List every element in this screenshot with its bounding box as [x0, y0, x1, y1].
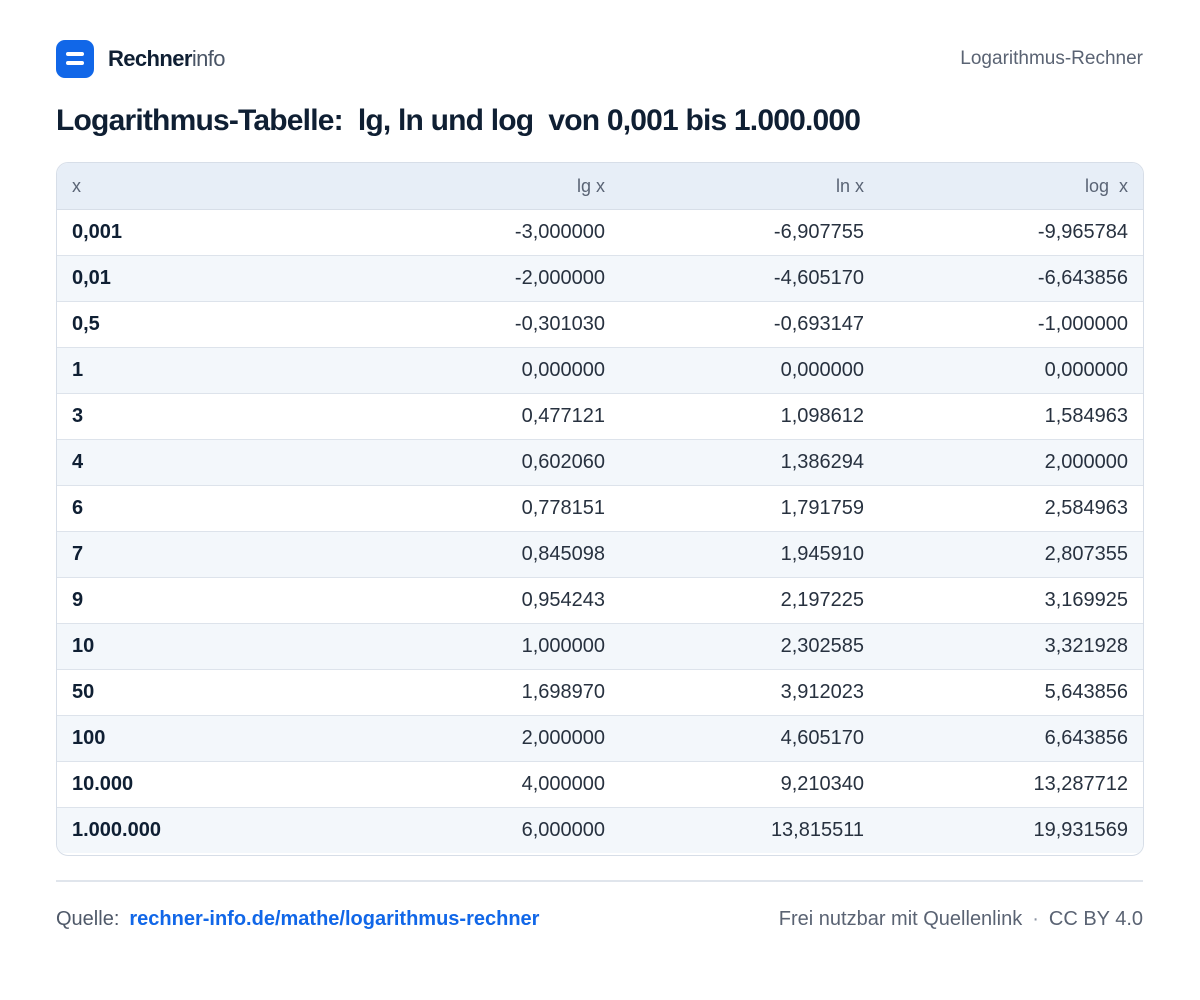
- table-row: 50 1,698970 3,912023 5,643856: [57, 669, 1143, 716]
- log-value-cell: 2,302585: [620, 623, 879, 670]
- logo-icon: [56, 40, 94, 78]
- source-link[interactable]: rechner-info.de/mathe/logarithmus-rechne…: [129, 907, 540, 930]
- site-header: Rechnerinfo Logarithmus-Rechner: [56, 40, 1143, 78]
- log-value-cell: -0,301030: [353, 301, 620, 348]
- x-value-cell: 0,01: [57, 255, 353, 302]
- x-value-cell: 10: [57, 623, 353, 670]
- log-value-cell: 1,098612: [620, 393, 879, 440]
- table-row: 7 0,845098 1,945910 2,807355: [57, 531, 1143, 578]
- log-value-cell: 4,000000: [353, 761, 620, 808]
- brand-name-light: info: [191, 46, 226, 71]
- table-row: 10 1,000000 2,302585 3,321928: [57, 623, 1143, 670]
- log-table-grid: x lg x ln x log x 0,001 -3,000000 -6,907755 -9…: [57, 163, 1143, 853]
- log-value-cell: -4,605170: [620, 255, 879, 302]
- x-value-cell: 50: [57, 669, 353, 716]
- log-table: x lg x ln x log x 0,001 -3,000000 -6,907755 -9…: [56, 162, 1144, 856]
- source: Quelle: rechner-info.de/mathe/logarithmus…: [56, 908, 539, 931]
- log-value-cell: 4,605170: [620, 715, 879, 762]
- x-value-cell: 3: [57, 393, 353, 440]
- table-row: 0,01 -2,000000 -4,605170 -6,643856: [57, 255, 1143, 302]
- log-value-cell: -1,000000: [879, 301, 1143, 348]
- log-value-cell: 0,778151: [353, 485, 620, 532]
- header-page-name: Logarithmus-Rechner: [960, 48, 1143, 69]
- log-value-cell: 0,000000: [879, 347, 1143, 394]
- x-value-cell: 1.000.000: [57, 807, 353, 853]
- x-value-cell: 0,001: [72, 221, 123, 243]
- table-row: 10.000 4,000000 9,210340 13,287712: [57, 761, 1143, 808]
- log-value-cell: -6,643856: [879, 255, 1143, 302]
- x-value-cell: 6: [57, 485, 353, 532]
- table-row: 9 0,954243 2,197225 3,169925: [57, 577, 1143, 624]
- log-value-cell: 1,791759: [620, 485, 879, 532]
- log-value-cell: -0,693147: [620, 301, 879, 348]
- log-value-cell: 13,815511: [620, 807, 879, 853]
- x-value-cell: 0,5: [57, 301, 353, 348]
- column-header: x: [57, 163, 353, 210]
- log-value-cell: 1,584963: [879, 393, 1143, 440]
- brand-name: Rechnerinfo: [108, 46, 226, 72]
- table-row: 100 2,000000 4,605170 6,643856: [57, 715, 1143, 762]
- log-value-cell: 3,169925: [879, 577, 1143, 624]
- log-value-cell: 1,945910: [620, 531, 879, 578]
- log-value-cell: -6,907755: [773, 221, 864, 243]
- footer: Quelle: rechner-info.de/mathe/logarithmus…: [56, 902, 1143, 936]
- log-value-cell: 3,912023: [620, 669, 879, 716]
- column-header: ln x: [620, 163, 879, 210]
- log-value-cell: 2,000000: [879, 439, 1143, 486]
- x-value-cell: 100: [57, 715, 353, 762]
- column-header: lg x: [353, 163, 620, 210]
- usage-note: Frei nutzbar mit Quellenlink: [778, 907, 1023, 930]
- log-value-cell: 2,000000: [353, 715, 620, 762]
- log-value-cell: 5,643856: [879, 669, 1143, 716]
- x-value-cell: 10.000: [57, 761, 353, 808]
- table-row: 3 0,477121 1,098612 1,584963: [57, 393, 1143, 440]
- table-row: 6 0,778151 1,791759 2,584963: [57, 485, 1143, 532]
- footer-divider: [56, 880, 1143, 882]
- x-value-cell: 4: [57, 439, 353, 486]
- log-value-cell: 6,000000: [353, 807, 620, 853]
- log-value-cell: -2,000000: [353, 255, 620, 302]
- x-value-cell: 7: [57, 531, 353, 578]
- log-value-cell: 0,954243: [353, 577, 620, 624]
- license-info: Frei nutzbar mit Quellenlink · CC BY 4.0: [779, 908, 1143, 931]
- log-value-cell: 3,321928: [879, 623, 1143, 670]
- log-value-cell: 13,287712: [879, 761, 1143, 808]
- page-title: Logarithmus-Tabelle: lg, ln und log von …: [56, 104, 861, 137]
- log-value-cell: 2,584963: [879, 485, 1143, 532]
- log-value-cell: 1,698970: [353, 669, 620, 716]
- log-value-cell: 1,000000: [353, 623, 620, 670]
- x-value-cell: 1: [57, 347, 353, 394]
- brand-name-bold: Rechner: [108, 46, 192, 71]
- table-row: 0,001 -3,000000 -6,907755 -9,965784: [57, 210, 1143, 256]
- log-value-cell: 19,931569: [879, 807, 1143, 853]
- separator-dot: ·: [1032, 907, 1039, 930]
- brand[interactable]: Rechnerinfo: [56, 40, 226, 78]
- table-row: 0,5 -0,301030 -0,693147 -1,000000: [57, 301, 1143, 348]
- column-header: log x: [879, 163, 1143, 210]
- log-value-cell: -9,965784: [1037, 221, 1128, 243]
- log-value-cell: 0,477121: [353, 393, 620, 440]
- log-value-cell: -3,000000: [514, 221, 605, 243]
- log-value-cell: 9,210340: [620, 761, 879, 808]
- table-row: 1 0,000000 0,000000 0,000000: [57, 347, 1143, 394]
- log-value-cell: 0,000000: [620, 347, 879, 394]
- log-value-cell: 0,000000: [353, 347, 620, 394]
- log-value-cell: 2,197225: [620, 577, 879, 624]
- log-value-cell: 0,845098: [353, 531, 620, 578]
- license-label: CC BY 4.0: [1048, 907, 1143, 930]
- log-value-cell: 2,807355: [879, 531, 1143, 578]
- source-label: Quelle:: [56, 907, 120, 930]
- x-value-cell: 9: [57, 577, 353, 624]
- log-value-cell: 0,602060: [353, 439, 620, 486]
- table-row: 4 0,602060 1,386294 2,000000: [57, 439, 1143, 486]
- table-row: 1.000.000 6,000000 13,815511 19,931569: [57, 807, 1143, 853]
- log-value-cell: 6,643856: [879, 715, 1143, 762]
- table-body: 0,001 -3,000000 -6,907755 -9,965784 0,01 -2,0…: [57, 210, 1143, 853]
- log-value-cell: 1,386294: [620, 439, 879, 486]
- table-header-row: x lg x ln x log x: [57, 163, 1143, 210]
